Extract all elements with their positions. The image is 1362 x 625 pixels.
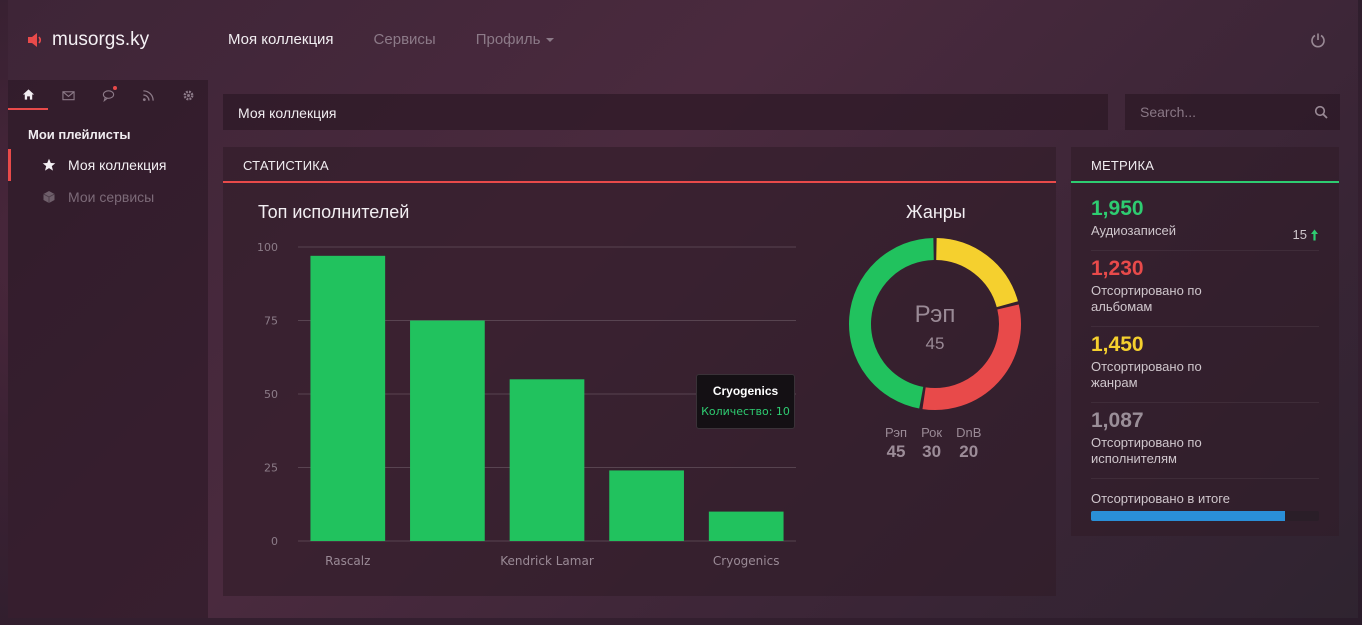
divider: [1091, 478, 1319, 479]
donut-chart-title: Жанры: [906, 202, 966, 222]
gear-icon: [183, 90, 193, 100]
divider: [1091, 326, 1319, 327]
brand-name: musorgs.ky: [52, 29, 150, 50]
total-progress-bar: [1091, 511, 1319, 521]
bar[interactable]: [708, 511, 784, 541]
legend-label: DnB: [956, 425, 982, 440]
breadcrumb: Моя коллекция: [223, 94, 1108, 130]
metric-label: Отсортировано по альбомам: [1091, 283, 1202, 314]
total-label: Отсортировано в итоге: [1091, 491, 1230, 506]
nav-item-services[interactable]: Сервисы: [373, 31, 436, 48]
tooltip-title: Cryogenics: [712, 384, 779, 398]
legend-item: DnB 20: [956, 425, 981, 462]
legend-item: Рок 30: [921, 425, 942, 462]
metrics-panel: МЕТРИКА 1,950 Аудиозаписей 15 1,230 Отсо…: [1071, 147, 1339, 536]
notification-dot: [113, 86, 117, 90]
caret-down-icon: [546, 38, 555, 43]
power-icon[interactable]: [1310, 32, 1326, 48]
search-input[interactable]: [1140, 104, 1305, 120]
donut-slice[interactable]: [935, 238, 1018, 308]
main-nav: Моя коллекция Сервисы Профиль: [228, 31, 555, 48]
legend-value: 20: [959, 442, 979, 461]
home-icon: [22, 88, 34, 100]
progress-fill: [1091, 511, 1285, 521]
y-tick-label: 0: [271, 535, 278, 548]
tab-home[interactable]: [8, 80, 48, 110]
y-tick-label: 25: [264, 462, 278, 475]
metric-value: 1,450: [1091, 333, 1144, 356]
rss-icon: [142, 89, 154, 101]
metric-label: Отсортировано по исполнителям: [1091, 435, 1202, 466]
y-tick-label: 100: [257, 241, 278, 254]
donut-center-value: 45: [926, 334, 945, 353]
metric-albums: 1,230 Отсортировано по альбомам: [1091, 257, 1319, 315]
header: musorgs.ky Моя коллекция Сервисы Профиль: [8, 0, 1358, 80]
bar[interactable]: [410, 320, 485, 542]
app-frame: musorgs.ky Моя коллекция Сервисы Профиль: [8, 0, 1358, 618]
divider: [1091, 250, 1319, 251]
donut-slice[interactable]: [922, 304, 1021, 410]
search-box: [1125, 94, 1340, 130]
nav-item-profile[interactable]: Профиль: [476, 31, 555, 48]
tab-mail[interactable]: [48, 80, 88, 110]
x-tick-label: Kendrick Lamar: [500, 554, 594, 568]
cube-icon: [43, 191, 55, 203]
sidebar-item-services-label: Мои сервисы: [68, 189, 155, 205]
legend-label: Рэп: [885, 425, 908, 440]
donut-legend: Рэп 45 Рок 30 DnB 20: [885, 425, 981, 462]
chat-icon: [102, 89, 114, 102]
nav-item-profile-label: Профиль: [475, 31, 541, 48]
bar-chart: 0 25 50 75 100 Rascalz Kendrick Lamar Cryogenic…: [257, 241, 796, 568]
sidebar-item-collection-label: Моя коллекция: [68, 157, 167, 173]
sidebar-item-collection[interactable]: Моя коллекция: [8, 149, 208, 181]
donut-center-label: Рэп: [915, 301, 956, 328]
search-icon[interactable]: [1314, 105, 1328, 119]
sidebar-item-services[interactable]: Мои сервисы: [8, 181, 208, 213]
bar[interactable]: [310, 255, 386, 541]
mail-icon: [61, 90, 75, 100]
bar[interactable]: [609, 470, 684, 541]
donut-chart: Рэп 45: [849, 238, 1021, 410]
legend-value: 30: [922, 442, 942, 461]
tooltip-value: Количество: 10: [701, 405, 790, 418]
bar[interactable]: [509, 379, 585, 541]
tab-chat[interactable]: [88, 80, 128, 110]
metric-value: 1,230: [1091, 257, 1144, 280]
y-tick-label: 75: [264, 315, 278, 328]
legend-label: Рок: [921, 425, 943, 440]
metric-value: 1,087: [1091, 409, 1144, 432]
sidebar-tabs: [8, 80, 208, 110]
sidebar-title: Мои плейлисты: [28, 127, 131, 142]
nav-item-collection[interactable]: Моя коллекция: [228, 31, 334, 48]
metric-label: Аудиозаписей: [1091, 223, 1177, 238]
metric-audio: 1,950 Аудиозаписей 15: [1091, 197, 1319, 242]
speaker-icon: [28, 33, 42, 47]
star-icon: [42, 158, 56, 171]
y-tick-label: 50: [264, 388, 278, 401]
brand[interactable]: musorgs.ky: [26, 29, 149, 51]
tab-rss[interactable]: [128, 80, 168, 110]
donut-slice[interactable]: [849, 238, 935, 409]
tab-settings[interactable]: [168, 80, 208, 110]
metric-genres: 1,450 Отсортировано по жанрам: [1091, 333, 1319, 391]
trend-value: 15: [1292, 227, 1307, 242]
metric-artists: 1,087 Отсортировано по исполнителям: [1091, 409, 1319, 467]
x-tick-label: Rascalz: [325, 554, 370, 568]
metric-label: Отсортировано по жанрам: [1091, 359, 1202, 390]
x-tick-label: Cryogenics: [713, 554, 780, 568]
arrow-up-icon: [1311, 229, 1318, 240]
legend-item: Рэп 45: [885, 425, 907, 462]
legend-value: 45: [886, 442, 906, 461]
bar-chart-title: Топ исполнителей: [258, 202, 410, 222]
metric-trend: 15: [1293, 227, 1319, 242]
chart-tooltip: Cryogenics Количество: 10: [696, 374, 795, 429]
sidebar: Мои плейлисты Моя коллекция Мои сервисы: [8, 80, 208, 618]
divider: [1091, 402, 1319, 403]
metric-value: 1,950: [1091, 197, 1144, 220]
stats-panel: СТАТИСТИКА Топ исполнителей 0 25 50 75 100 Ra…: [223, 147, 1056, 596]
stats-heading: СТАТИСТИКА: [223, 147, 1056, 183]
metrics-heading: МЕТРИКА: [1071, 147, 1339, 183]
